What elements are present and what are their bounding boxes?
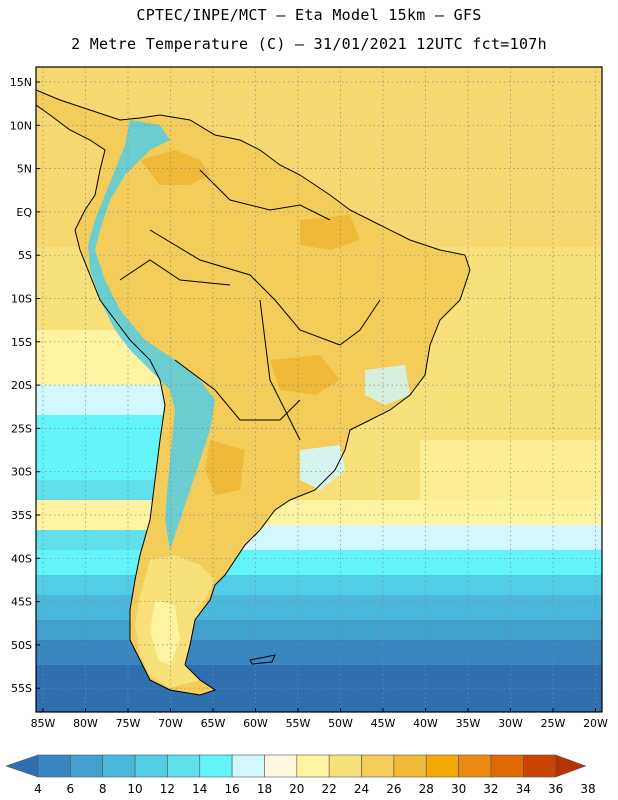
colorbar-swatch — [70, 754, 104, 778]
lon-label: 35W — [456, 717, 481, 730]
colorbar-right-arrow — [555, 754, 587, 778]
longitude-labels: 85W 80W 75W 70W 65W 60W 55W 50W 45W 40W 35W 30W 25W 2… — [31, 708, 608, 730]
colorbar-swatch — [102, 754, 136, 778]
lon-label: 50W — [328, 717, 353, 730]
lon-label: 45W — [371, 717, 396, 730]
latitude-labels: 15N 10N 5N EQ 5S 10S 15S 20S 25S 30S 35S 40S 45S 50S 5… — [10, 76, 40, 695]
lat-label: 15N — [10, 76, 32, 89]
colorbar-label: 30 — [451, 782, 466, 796]
colorbar-left-arrow — [5, 754, 39, 778]
colorbar-label: 20 — [289, 782, 304, 796]
lat-label: 15S — [11, 336, 32, 349]
colorbar-label: 8 — [99, 782, 107, 796]
lat-label: 30S — [11, 466, 32, 479]
colorbar-label: 24 — [354, 782, 369, 796]
colorbar-swatch — [296, 754, 330, 778]
lon-label: 25W — [541, 717, 566, 730]
colorbar-label: 10 — [127, 782, 142, 796]
colorbar-swatch — [393, 754, 427, 778]
lat-label: 5N — [17, 163, 32, 176]
lat-label: EQ — [16, 206, 32, 219]
lon-label: 80W — [73, 717, 98, 730]
lon-label: 85W — [31, 717, 56, 730]
colorbar-swatch — [361, 754, 395, 778]
colorbar-swatch — [37, 754, 71, 778]
lon-label: 40W — [413, 717, 438, 730]
lon-label: 30W — [498, 717, 523, 730]
colorbar-swatch — [522, 754, 556, 778]
colorbar-label: 16 — [224, 782, 239, 796]
colorbar-swatch — [328, 754, 362, 778]
lat-label: 35S — [11, 509, 32, 522]
lat-label: 10S — [11, 293, 32, 306]
colorbar-label: 32 — [483, 782, 498, 796]
lat-label: 40S — [11, 552, 32, 565]
lat-label: 10N — [10, 119, 32, 132]
colorbar-swatch — [167, 754, 201, 778]
colorbar-swatch — [490, 754, 524, 778]
coastline-borders — [36, 89, 471, 696]
lat-label: 45S — [11, 596, 32, 609]
colorbar-label: 4 — [34, 782, 42, 796]
map-frame — [35, 66, 603, 713]
south-america-land — [36, 90, 470, 695]
colorbar-label: 38 — [580, 782, 595, 796]
colorbar-label: 6 — [67, 782, 75, 796]
temperature-field — [36, 67, 602, 712]
colorbar-swatch — [425, 754, 459, 778]
colorbar-swatch — [264, 754, 298, 778]
lon-label: 20W — [583, 717, 608, 730]
lat-label: 25S — [11, 422, 32, 435]
colorbar-label: 14 — [192, 782, 207, 796]
colorbar-swatch — [134, 754, 168, 778]
map-title: CPTEC/INPE/MCT – Eta Model 15km – GFS — [136, 6, 482, 24]
colorbar-swatch — [231, 754, 265, 778]
colorbar-swatch — [458, 754, 492, 778]
lat-label: 50S — [11, 639, 32, 652]
lat-label: 55S — [11, 682, 32, 695]
colorbar-label: 22 — [322, 782, 337, 796]
colorbar-label: 26 — [386, 782, 401, 796]
colorbar-label: 36 — [548, 782, 563, 796]
colorbar-label: 18 — [257, 782, 272, 796]
lon-label: 60W — [243, 717, 268, 730]
colorbar-swatch — [199, 754, 233, 778]
colorbar-label: 34 — [516, 782, 531, 796]
lon-label: 65W — [201, 717, 226, 730]
lat-label: 5S — [18, 249, 32, 262]
lon-label: 75W — [116, 717, 141, 730]
colorbar: 4 6 8 10 12 14 16 18 20 22 24 26 28 30 32 34 36 38 — [5, 754, 596, 796]
lon-label: 55W — [286, 717, 311, 730]
map-subtitle: 2 Metre Temperature (C) – 31/01/2021 12U… — [71, 35, 547, 53]
lon-label: 70W — [158, 717, 183, 730]
colorbar-label: 12 — [160, 782, 175, 796]
lat-label: 20S — [11, 379, 32, 392]
colorbar-label: 28 — [419, 782, 434, 796]
